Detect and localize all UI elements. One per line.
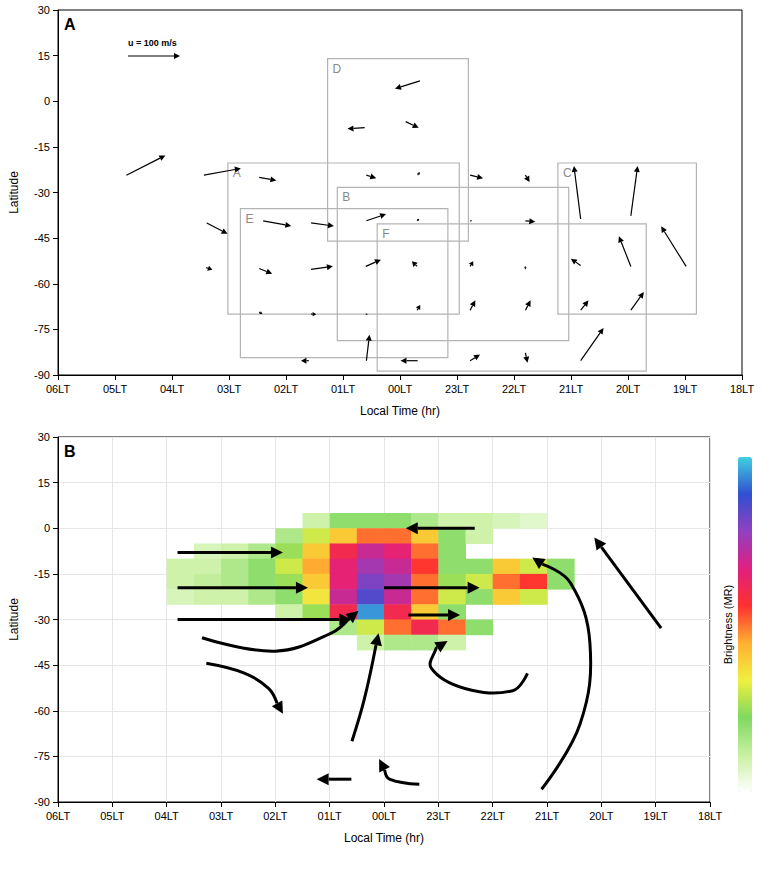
svg-text:06LT: 06LT	[46, 383, 71, 395]
svg-text:F: F	[382, 227, 389, 241]
svg-text:-45: -45	[34, 232, 50, 244]
svg-text:18LT: 18LT	[698, 810, 723, 822]
svg-text:C: C	[563, 166, 572, 180]
svg-text:-15: -15	[34, 568, 50, 580]
svg-text:A: A	[64, 16, 76, 33]
svg-text:Latitude: Latitude	[7, 171, 21, 214]
svg-text:-60: -60	[34, 705, 50, 717]
svg-text:21LT: 21LT	[535, 810, 560, 822]
svg-text:21LT: 21LT	[559, 383, 584, 395]
svg-text:22LT: 22LT	[481, 810, 506, 822]
svg-text:06LT: 06LT	[46, 810, 71, 822]
svg-text:-90: -90	[34, 369, 50, 381]
svg-text:03LT: 03LT	[217, 383, 242, 395]
svg-text:04LT: 04LT	[155, 810, 180, 822]
svg-text:05LT: 05LT	[100, 810, 125, 822]
svg-text:Local Time (hr): Local Time (hr)	[344, 831, 424, 845]
svg-text:-45: -45	[34, 659, 50, 671]
svg-text:-30: -30	[34, 187, 50, 199]
svg-text:-60: -60	[34, 278, 50, 290]
svg-text:0: 0	[44, 95, 50, 107]
svg-text:22LT: 22LT	[502, 383, 527, 395]
svg-text:30: 30	[38, 431, 50, 443]
svg-text:18LT: 18LT	[730, 383, 755, 395]
svg-text:-15: -15	[34, 141, 50, 153]
svg-text:Local Time (hr): Local Time (hr)	[360, 404, 440, 418]
svg-text:u = 100 m/s: u = 100 m/s	[128, 38, 177, 48]
svg-text:30: 30	[38, 4, 50, 16]
svg-text:15: 15	[38, 477, 50, 489]
svg-text:Brightness (MR): Brightness (MR)	[722, 585, 734, 664]
svg-text:A: A	[233, 166, 241, 180]
svg-text:01LT: 01LT	[331, 383, 356, 395]
svg-text:B: B	[342, 190, 350, 204]
svg-text:19LT: 19LT	[673, 383, 698, 395]
svg-text:01LT: 01LT	[318, 810, 343, 822]
svg-text:E: E	[245, 212, 253, 226]
svg-text:02LT: 02LT	[274, 383, 299, 395]
svg-text:-75: -75	[34, 750, 50, 762]
svg-text:D: D	[333, 62, 342, 76]
svg-text:00LT: 00LT	[372, 810, 397, 822]
svg-text:04LT: 04LT	[160, 383, 185, 395]
svg-text:00LT: 00LT	[388, 383, 413, 395]
svg-text:15: 15	[38, 50, 50, 62]
svg-text:05LT: 05LT	[103, 383, 128, 395]
svg-text:20LT: 20LT	[616, 383, 641, 395]
svg-text:19LT: 19LT	[644, 810, 669, 822]
svg-text:Latitude: Latitude	[7, 598, 21, 641]
svg-text:-90: -90	[34, 796, 50, 808]
svg-text:23LT: 23LT	[445, 383, 470, 395]
svg-text:03LT: 03LT	[209, 810, 234, 822]
svg-text:20LT: 20LT	[589, 810, 614, 822]
svg-text:02LT: 02LT	[263, 810, 288, 822]
svg-text:0: 0	[44, 522, 50, 534]
svg-text:-75: -75	[34, 323, 50, 335]
svg-text:23LT: 23LT	[426, 810, 451, 822]
svg-text:B: B	[64, 443, 76, 460]
svg-text:-30: -30	[34, 614, 50, 626]
